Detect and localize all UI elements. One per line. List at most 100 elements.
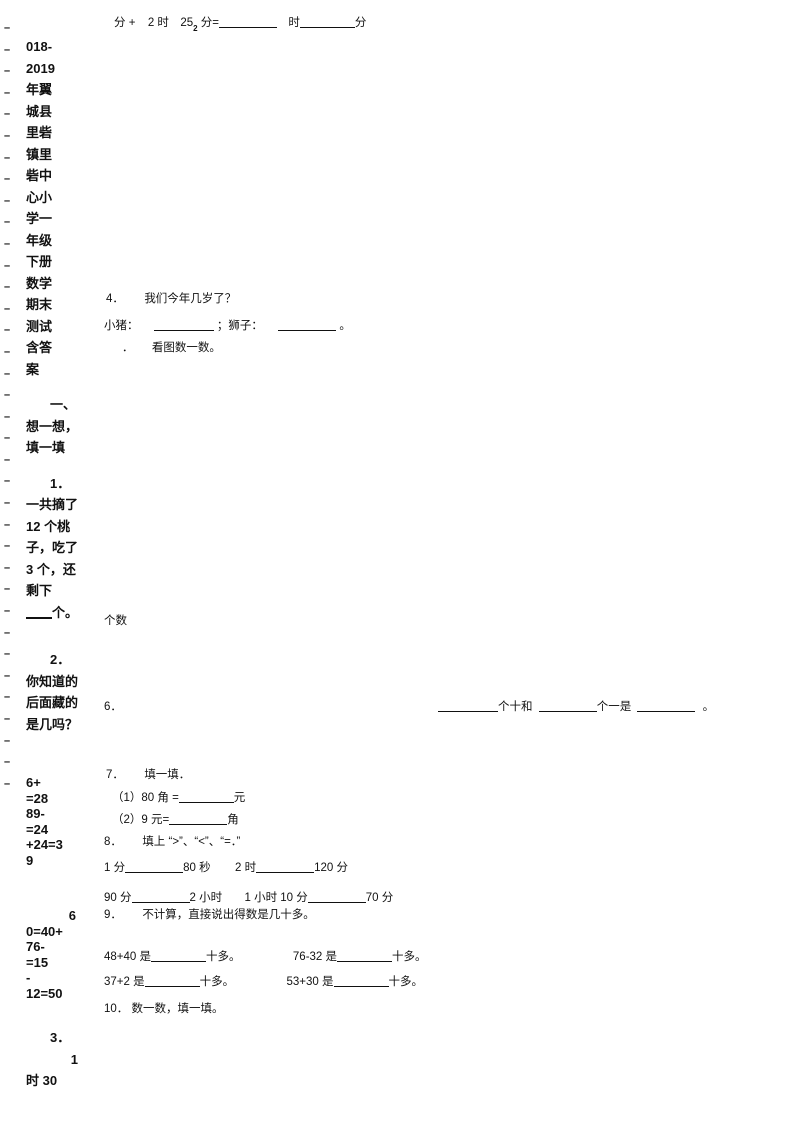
q1-tail: 个。 — [52, 604, 79, 620]
q8-l2-b: 2 小时 — [189, 892, 223, 904]
q9-item-0-tail: 十多。 — [206, 951, 241, 963]
estimate-blank-4[interactable] — [333, 975, 389, 987]
gutter-dash: – — [4, 194, 11, 207]
q2-eq-1: 6+ — [26, 775, 41, 790]
compare-blank-2[interactable] — [256, 861, 315, 873]
q9-number: 9． — [104, 909, 122, 921]
section-heading: 一、想一想，填一填 — [26, 397, 79, 455]
q2-eq2-3: 76- — [26, 939, 45, 954]
answer-blank[interactable] — [26, 603, 52, 619]
gutter-dash: – — [4, 324, 11, 337]
gutter-dash: – — [4, 65, 11, 78]
q8-l1-c: 2 时 — [235, 862, 257, 874]
doc-title-fragment: 案 — [26, 361, 40, 377]
gutter-dash: – — [4, 691, 11, 704]
q9-item-2-expr: 37+2 是 — [104, 976, 145, 988]
q2-eq-2: =28 — [26, 790, 49, 806]
answer-blank-ones[interactable] — [538, 700, 597, 712]
gutter-dash: – — [4, 302, 11, 315]
q9-heading: 9． 不计算，直接说出得数是几十多。 — [104, 906, 315, 922]
gutter-dash: – — [4, 777, 11, 790]
gutter-dash: – — [4, 756, 11, 769]
q5-number: ． — [122, 342, 134, 354]
answer-blank-total[interactable] — [637, 700, 696, 712]
q8-l2-a: 90 分 — [104, 892, 132, 904]
doc-title-fragment: 砦中 — [26, 168, 53, 183]
gutter-dash: – — [4, 237, 11, 250]
q10-text: 数一数，填一填。 — [131, 1003, 224, 1015]
compare-blank-1[interactable] — [125, 861, 184, 873]
q9-item-1-expr: 76-32 是 — [292, 951, 338, 963]
q9-item-0-expr: 48+40 是 — [104, 951, 151, 963]
q4-period: 。 — [339, 320, 351, 332]
doc-title-fragment: 期末 — [26, 297, 53, 312]
answer-blank-lion[interactable] — [278, 319, 337, 331]
answer-blank-minute[interactable] — [299, 16, 355, 28]
q8-l2-d: 70 分 — [365, 892, 394, 904]
q8-text: 填上 “>”、“<”、“=．” — [142, 836, 241, 848]
q8-number: 8． — [104, 836, 122, 848]
q5-axis-label: 个数 — [104, 612, 127, 628]
q3-text-a: 1 — [70, 1051, 78, 1067]
gutter-dash: – — [4, 540, 11, 553]
doc-title-fragment: 里砦 — [26, 125, 53, 140]
answer-blank-pig[interactable] — [153, 319, 214, 331]
q10-number: 10． — [104, 1003, 129, 1015]
gutter-dash: – — [4, 22, 11, 34]
q2-eq2-6: 12=50 — [26, 985, 63, 1001]
doc-title-fragment: 数学 — [26, 275, 53, 291]
q6-answer-line: 个十和 个一是 。 — [438, 698, 714, 714]
gutter-dash: – — [4, 410, 11, 423]
gutter-dash: – — [4, 475, 11, 488]
gutter-dash: – — [4, 86, 11, 99]
doc-title-fragment: 018- — [26, 39, 53, 54]
answer-blank-tens[interactable] — [438, 700, 498, 712]
q4-answer-line: 小猪： ；狮子： 。 — [104, 317, 351, 333]
estimate-blank-2[interactable] — [337, 950, 393, 962]
gutter-dash: – — [4, 669, 11, 682]
q2-eq-5: +24=3 — [26, 837, 63, 852]
gutter-dash: – — [4, 453, 11, 466]
q8-l1-b: 80 秒 — [183, 862, 211, 874]
q6-number: 6． — [104, 701, 122, 713]
doc-title-fragment: 学一 — [26, 211, 53, 226]
estimate-blank-1[interactable] — [151, 950, 206, 962]
doc-title-fragment: 年级 — [26, 232, 53, 248]
q2-eq-6: 9 — [26, 852, 34, 868]
q3-continuation-line: 分 + 2 时 252 分= 时 分 — [114, 14, 366, 33]
gutter-dash: – — [4, 108, 11, 121]
doc-title-fragment: 测试 — [26, 318, 53, 334]
q2-eq-4: =24 — [26, 821, 49, 837]
gutter-dash: – — [4, 281, 11, 294]
q3-text-b: 时 30 — [26, 1073, 58, 1088]
q1-text: 一共摘了 12 个桃子，吃了 3 个，还剩下 — [26, 497, 79, 598]
doc-title-fragment: 心小 — [26, 189, 53, 205]
answer-blank-jiao[interactable] — [169, 813, 228, 825]
q6-period: 。 — [702, 701, 715, 713]
gutter-dash: – — [4, 583, 11, 596]
estimate-blank-3[interactable] — [144, 975, 200, 987]
gutter-dash: – — [4, 345, 11, 358]
q4-text: 我们今年几岁了？ — [144, 293, 237, 305]
q8-heading: 8． 填上 “>”、“<”、“=．” — [104, 833, 240, 849]
gutter-dash: – — [4, 367, 11, 380]
q9-item-1-tail: 十多。 — [392, 951, 427, 963]
q8-l2-c: 1 小时 10 分 — [244, 892, 308, 904]
doc-title-fragment: 下册 — [26, 254, 53, 269]
q5-text: 看图数一数。 — [151, 342, 221, 354]
q4-number: 4． — [106, 293, 124, 305]
left-broken-column: 018- 2019 年翼 城县 里砦 镇里 砦中 心小 学一 年级 下册 数学 期末 测试 含答案 一、想一… — [26, 36, 82, 1092]
q6-tail-a: 个十和 — [498, 701, 533, 713]
compare-blank-3[interactable] — [131, 891, 190, 903]
doc-title-fragment: 镇里 — [26, 146, 53, 162]
compare-blank-4[interactable] — [307, 891, 366, 903]
answer-blank-yuan[interactable] — [178, 791, 234, 803]
gutter-dash: – — [4, 605, 11, 618]
doc-title-fragments: 018- 2019 年翼 城县 里砦 镇里 砦中 心小 学一 年级 下册 数学 期末 测试 含答案 — [26, 36, 82, 380]
gutter-dash: – — [4, 173, 11, 186]
gutter-dash: – — [4, 216, 11, 229]
answer-blank-hour[interactable] — [219, 16, 277, 28]
q7-sub1-unit: 元 — [233, 792, 246, 804]
q7-sub2-unit: 角 — [227, 814, 239, 826]
